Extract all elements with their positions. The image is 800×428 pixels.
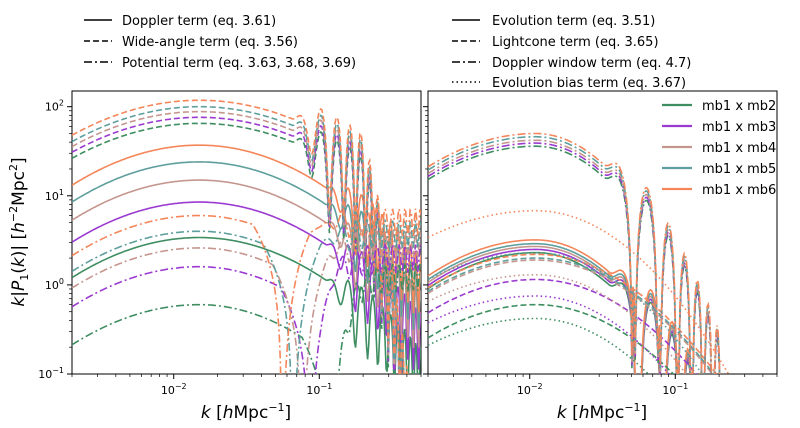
color-legend-label: mb1 x mb5 xyxy=(702,162,776,177)
series-potential-mb6 xyxy=(72,206,421,374)
legend-label-lightcone: Lightcone term (eq. 3.65) xyxy=(492,35,659,50)
left-panel: 10−2 10−1 10−1 100 101 102 xyxy=(38,90,422,397)
legend-label-potential: Potential term (eq. 3.63, 3.68, 3.69) xyxy=(122,56,356,71)
series-potential-mb2 xyxy=(72,262,421,374)
series-doppler-window-mb6 xyxy=(428,132,721,374)
x-tick-label: 10−2 xyxy=(517,382,543,397)
series-lightcone-mb4 xyxy=(428,259,714,374)
left-top-legend: Doppler term (eq. 3.61) Wide-angle term … xyxy=(84,14,356,71)
series-wide-angle-mb5 xyxy=(72,105,408,374)
x-tick-label: 10−2 xyxy=(161,382,187,397)
left-axes-frame xyxy=(71,90,422,375)
series-evolution-bias-mb6 xyxy=(428,209,730,374)
color-legend: mb1 x mb2 mb1 x mb3 mb1 x mb4 mb1 x mb5 mb1 … xyxy=(662,99,776,198)
series-potential-mb3 xyxy=(72,242,421,374)
color-legend-label: mb1 x mb4 xyxy=(702,141,776,156)
color-legend-label: mb1 x mb6 xyxy=(702,183,776,198)
legend-label-evolution-bias: Evolution bias term (eq. 3.67) xyxy=(492,76,686,91)
series-lightcone-mb6 xyxy=(428,253,718,374)
y-axis-label: k|P1(k)| [h−2Mpc2] xyxy=(7,157,31,306)
series-potential-mb4 xyxy=(72,228,421,374)
left-plot-area xyxy=(72,99,421,374)
legend-label-doppler-window: Doppler window term (eq. 4.7) xyxy=(492,56,691,71)
y-tick-label: 100 xyxy=(45,277,64,292)
right-axes-frame xyxy=(427,90,778,375)
legend-label-wide-angle: Wide-angle term (eq. 3.56) xyxy=(122,35,298,50)
x-axis-label-left: k [hMpc−1] xyxy=(201,401,291,423)
series-wide-angle-mb6 xyxy=(72,99,409,374)
series-evolution-bias-mb2 xyxy=(428,317,650,374)
series-doppler-mb2 xyxy=(72,236,421,374)
color-legend-label: mb1 x mb2 xyxy=(702,99,776,114)
series-potential-mb5 xyxy=(72,218,421,374)
y-tick-label: 101 xyxy=(45,188,64,203)
right-axis-ticks: 10−2 10−1 xyxy=(423,106,778,397)
series-evolution-mb6 xyxy=(428,239,702,374)
legend-label-evolution: Evolution term (eq. 3.51) xyxy=(492,14,655,29)
x-axis-label-right: k [hMpc−1] xyxy=(557,401,647,423)
left-axis-ticks: 10−2 10−1 10−1 100 101 102 xyxy=(38,99,422,397)
series-evolution-mb2 xyxy=(428,251,691,374)
x-tick-label: 10−1 xyxy=(306,382,332,397)
y-tick-label: 10−1 xyxy=(38,366,64,381)
series-doppler-mb5 xyxy=(72,161,421,330)
series-evolution-mb4 xyxy=(428,245,692,374)
series-lightcone-mb3 xyxy=(428,278,698,374)
x-tick-label: 10−1 xyxy=(662,382,688,397)
y-tick-label: 102 xyxy=(45,99,64,114)
series-lightcone-mb2 xyxy=(428,303,675,374)
legend-label-doppler: Doppler term (eq. 3.61) xyxy=(122,14,276,29)
series-doppler-mb6 xyxy=(72,144,421,314)
right-top-legend: Evolution term (eq. 3.51) Lightcone term… xyxy=(452,14,691,91)
series-lightcone-mb5 xyxy=(428,257,715,374)
right-plot-area xyxy=(428,132,730,374)
color-legend-label: mb1 x mb3 xyxy=(702,120,776,135)
